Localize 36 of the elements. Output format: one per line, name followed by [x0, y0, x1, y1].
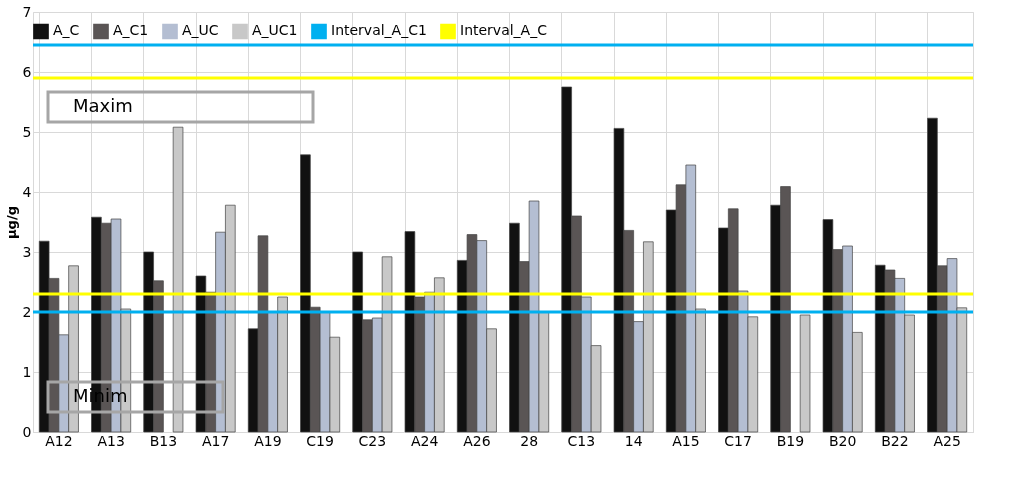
- y-tick-label: 7: [22, 3, 32, 20]
- y-tick-label: 5: [22, 123, 32, 140]
- legend-label: A_C: [53, 22, 80, 39]
- y-tick-label: 1: [22, 363, 32, 380]
- x-tick-label: C13: [567, 432, 596, 449]
- x-tick-label: B13: [149, 432, 178, 449]
- legend-label: A_UC1: [252, 22, 298, 39]
- y-axis-title: µg/g: [3, 206, 19, 239]
- legend-label: A_C1: [113, 22, 149, 39]
- x-tick-label: B22: [881, 432, 909, 449]
- x-tick-label: A17: [201, 432, 230, 449]
- x-tick-label: A25: [933, 432, 961, 449]
- x-tick-label: A19: [254, 432, 282, 449]
- y-tick-label: 2: [22, 303, 32, 320]
- x-tick-label: A26: [463, 432, 491, 449]
- x-tick-label: B20: [828, 432, 857, 449]
- annotation: Maxim: [73, 95, 133, 116]
- bar: [172, 126, 184, 433]
- y-tick-label: 6: [22, 63, 32, 80]
- legend-label: Interval_A_C1: [331, 22, 427, 39]
- x-tick-label: A15: [672, 432, 700, 449]
- bar: [799, 314, 811, 433]
- y-tick-label: 0: [22, 423, 32, 440]
- x-tick-label: C23: [358, 432, 387, 449]
- legend-label: Interval_A_C: [460, 22, 548, 39]
- x-tick-label: A12: [45, 432, 73, 449]
- x-tick-label: 28: [520, 432, 539, 449]
- x-tick-label: 14: [624, 432, 643, 449]
- y-tick-label: 3: [22, 243, 32, 260]
- x-tick-label: C19: [306, 432, 334, 449]
- x-tick-label: B19: [776, 432, 805, 449]
- y-tick-label: 4: [22, 183, 32, 200]
- x-tick-label: A13: [97, 432, 125, 449]
- legend-label: A_UC: [182, 22, 219, 39]
- x-tick-label: C17: [724, 432, 752, 449]
- x-tick-label: A24: [410, 432, 439, 449]
